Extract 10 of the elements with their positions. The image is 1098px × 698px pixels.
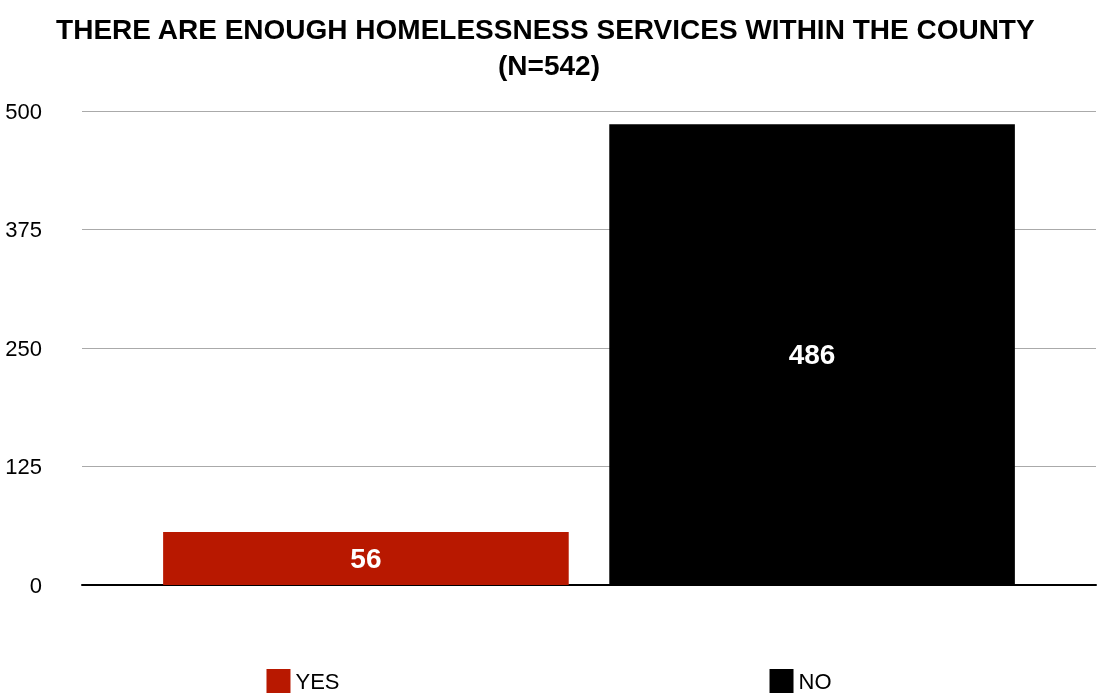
data-label: 56: [350, 542, 382, 574]
y-tick-label: 250: [5, 335, 42, 361]
y-tick-label: 125: [5, 454, 42, 479]
legend-label: NO: [798, 668, 832, 694]
data-label: 486: [788, 339, 836, 371]
y-tick-label: 0: [29, 572, 42, 598]
y-tick-label: 375: [5, 217, 42, 242]
legend-label: YES: [295, 668, 340, 694]
y-tick-label: 500: [5, 98, 42, 124]
chart-title: THERE ARE ENOUGH HOMELESSNESS SERVICES WITHIN THE COUNTY (N=542): [56, 13, 1042, 81]
